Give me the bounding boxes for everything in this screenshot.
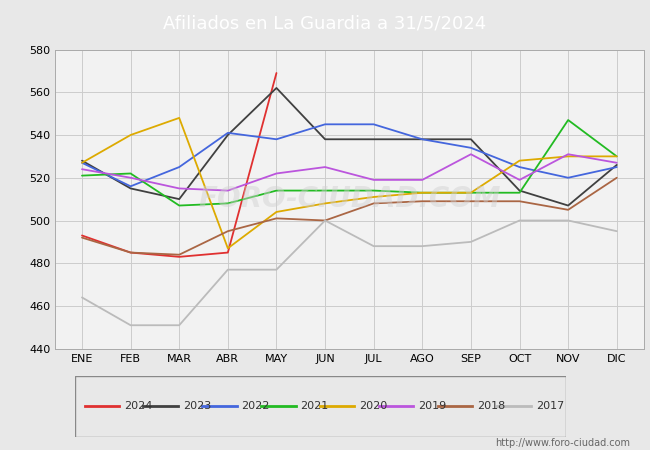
Text: http://www.foro-ciudad.com: http://www.foro-ciudad.com — [495, 438, 630, 448]
Text: 2018: 2018 — [477, 401, 506, 411]
Text: 2017: 2017 — [536, 401, 564, 411]
Text: 2019: 2019 — [419, 401, 447, 411]
Text: 2024: 2024 — [124, 401, 152, 411]
Text: 2022: 2022 — [242, 401, 270, 411]
Text: Afiliados en La Guardia a 31/5/2024: Afiliados en La Guardia a 31/5/2024 — [163, 14, 487, 33]
Text: FORO-CIUDAD.COM: FORO-CIUDAD.COM — [198, 185, 500, 213]
Text: 2020: 2020 — [359, 401, 387, 411]
Text: 2023: 2023 — [183, 401, 211, 411]
Text: 2021: 2021 — [300, 401, 329, 411]
